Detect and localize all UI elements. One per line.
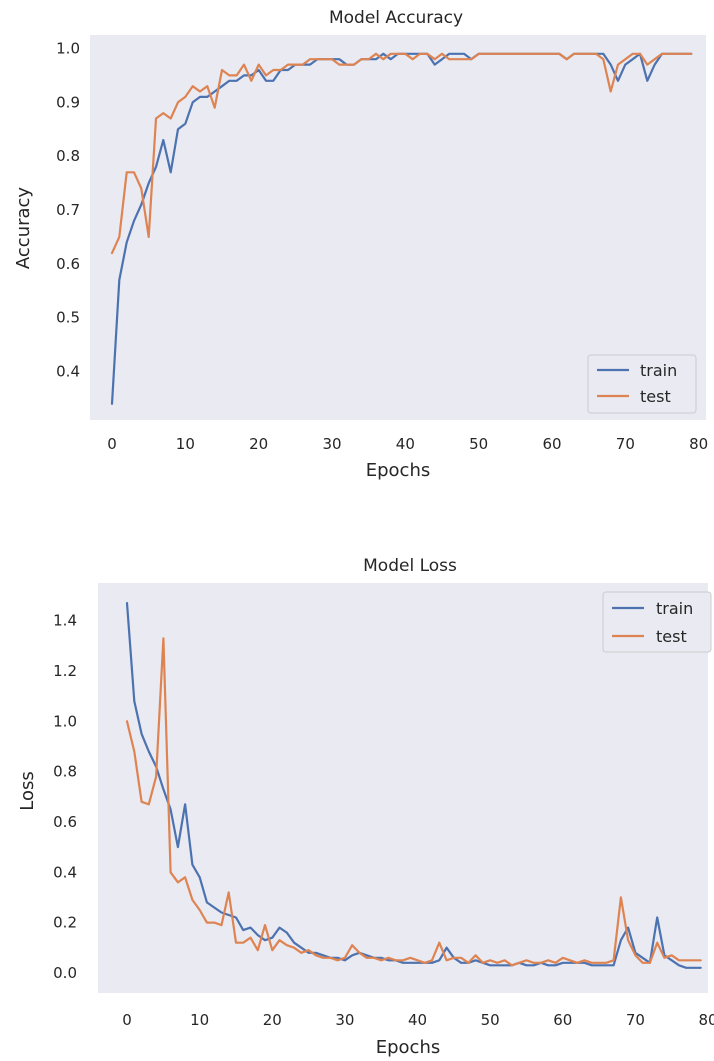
loss-x-axis-label: Epochs xyxy=(376,1037,441,1058)
accuracy-x-tick-label: 20 xyxy=(249,435,268,453)
loss-y-axis-label: Loss xyxy=(17,771,38,810)
loss-series-lines xyxy=(125,601,702,969)
loss-x-ticks: 0 10 20 30 40 50 60 70 80 xyxy=(122,1011,714,1029)
accuracy-y-tick-label: 0.5 xyxy=(56,309,80,327)
loss-y-tick-label: 1.4 xyxy=(53,612,77,630)
accuracy-y-axis-label: Accuracy xyxy=(13,187,34,270)
accuracy-y-tick-label: 0.6 xyxy=(56,255,80,273)
loss-y-ticks: 0.0 0.2 0.4 0.6 0.8 1.0 1.2 1.4 xyxy=(53,612,77,982)
loss-x-tick-label: 20 xyxy=(263,1011,282,1029)
accuracy-x-ticks: 0 10 20 30 40 50 60 70 80 xyxy=(107,435,708,453)
loss-x-tick-label: 30 xyxy=(335,1011,354,1029)
accuracy-x-tick-label: 70 xyxy=(616,435,635,453)
loss-x-tick-label: 40 xyxy=(408,1011,427,1029)
loss-legend-train-label: train xyxy=(656,599,693,618)
accuracy-y-tick-label: 0.4 xyxy=(56,363,80,381)
accuracy-legend-train-label: train xyxy=(640,361,677,380)
accuracy-test-line xyxy=(110,52,693,255)
loss-y-tick-label: 0.4 xyxy=(53,863,77,881)
accuracy-x-tick-label: 10 xyxy=(176,435,195,453)
accuracy-legend-test-label: test xyxy=(640,387,671,406)
loss-legend: train test xyxy=(602,591,712,653)
accuracy-y-tick-label: 1.0 xyxy=(56,39,80,57)
loss-legend-test-label: test xyxy=(656,627,687,646)
accuracy-x-tick-label: 50 xyxy=(469,435,488,453)
loss-y-tick-label: 0.6 xyxy=(53,813,77,831)
accuracy-x-tick-label: 30 xyxy=(322,435,341,453)
accuracy-x-tick-label: 0 xyxy=(107,435,117,453)
loss-x-tick-label: 80 xyxy=(698,1011,714,1029)
loss-x-tick-label: 10 xyxy=(190,1011,209,1029)
accuracy-x-tick-label: 80 xyxy=(689,435,708,453)
loss-chart-title: Model Loss xyxy=(363,556,457,576)
loss-y-tick-label: 0.8 xyxy=(53,763,77,781)
loss-x-tick-label: 0 xyxy=(122,1011,132,1029)
accuracy-chart-title: Model Accuracy xyxy=(329,8,463,28)
loss-y-tick-label: 1.2 xyxy=(53,662,77,680)
accuracy-y-ticks: 0.4 0.5 0.6 0.7 0.8 0.9 1.0 xyxy=(56,39,80,380)
accuracy-y-tick-label: 0.9 xyxy=(56,93,80,111)
accuracy-y-tick-label: 0.7 xyxy=(56,201,80,219)
loss-x-tick-label: 50 xyxy=(481,1011,500,1029)
accuracy-chart: Model Accuracy 0.4 0.5 0.6 0.7 0.8 0.9 1… xyxy=(13,8,708,481)
accuracy-series-lines xyxy=(110,52,693,405)
accuracy-legend: train test xyxy=(587,354,697,414)
loss-test-line xyxy=(125,637,702,967)
accuracy-x-axis-label: Epochs xyxy=(366,460,431,481)
loss-x-tick-label: 70 xyxy=(626,1011,645,1029)
loss-train-line xyxy=(125,601,702,969)
loss-y-tick-label: 1.0 xyxy=(53,712,77,730)
loss-chart: Model Loss 0.0 0.2 0.4 0.6 0.8 1.0 1.2 1… xyxy=(17,556,714,1058)
loss-x-tick-label: 60 xyxy=(553,1011,572,1029)
accuracy-x-tick-label: 40 xyxy=(396,435,415,453)
accuracy-y-tick-label: 0.8 xyxy=(56,147,80,165)
loss-y-tick-label: 0.2 xyxy=(53,914,77,932)
accuracy-x-tick-label: 60 xyxy=(542,435,561,453)
loss-y-tick-label: 0.0 xyxy=(53,964,77,982)
